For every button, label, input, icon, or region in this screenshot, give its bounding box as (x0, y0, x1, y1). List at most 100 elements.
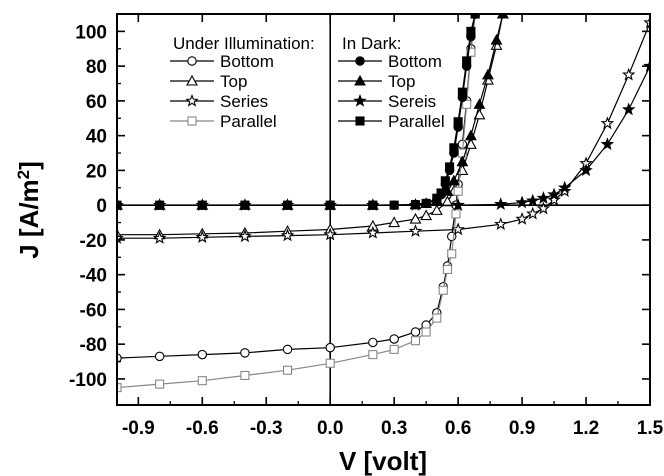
point-dark-sereis (451, 198, 465, 211)
legend-label-dark-sereis: Sereis (388, 92, 436, 111)
point-illum-top (409, 212, 422, 224)
point-illum-series (547, 192, 561, 206)
y-tick-label: -40 (80, 266, 107, 287)
legend-label-dark-top: Top (388, 72, 415, 91)
point-dark-parallel (453, 117, 463, 127)
legend-marker-illum-parallel (187, 116, 197, 126)
point-illum-parallel (283, 365, 293, 375)
point-illum-series (408, 224, 423, 237)
legend-marker-dark-sereis (353, 93, 367, 107)
y-tick-label: 0 (96, 196, 107, 217)
point-illum-top (490, 39, 503, 50)
point-illum-series (494, 217, 508, 230)
point-illum-series (600, 116, 615, 130)
x-tick-label: 1.2 (573, 418, 599, 439)
point-illum-bottom (240, 348, 250, 358)
point-illum-series (152, 231, 167, 244)
series-line-dark-parallel (117, 14, 476, 206)
x-tick-label: -0.6 (186, 418, 219, 439)
point-dark-sereis (600, 137, 615, 151)
point-illum-series (195, 230, 210, 244)
point-dark-parallel (197, 200, 207, 210)
y-tick-label: 100 (75, 22, 107, 43)
y-tick-label: -100 (69, 370, 107, 391)
legend-item-illum-top: Top (170, 72, 247, 91)
point-illum-parallel (432, 313, 442, 323)
point-illum-bottom (154, 351, 165, 362)
point-dark-parallel (283, 200, 293, 210)
point-dark-top (456, 155, 469, 167)
point-illum-top (430, 204, 443, 215)
y-axis-label: J [A/m2] (14, 161, 45, 259)
legend-title-illumination: Under Illumination: (173, 34, 315, 53)
point-illum-parallel (438, 285, 448, 295)
point-illum-parallel (462, 99, 472, 109)
point-dark-parallel (389, 200, 399, 210)
legend-marker-dark-bottom (355, 56, 365, 66)
x-tick-label: 0.0 (317, 418, 343, 439)
point-illum-series (280, 228, 295, 242)
legend-label-dark-parallel: Parallel (388, 112, 445, 131)
point-dark-top (490, 33, 503, 45)
point-illum-top (420, 209, 433, 221)
point-illum-series (323, 227, 337, 241)
point-illum-series (238, 229, 252, 243)
series-illum-series (117, 15, 650, 244)
plot-frame (116, 13, 651, 406)
point-illum-series (643, 15, 650, 29)
legend-label-dark-bottom: Bottom (388, 52, 442, 71)
point-dark-top (447, 174, 460, 186)
x-tick-label: 0.3 (381, 418, 407, 439)
point-illum-parallel (117, 383, 122, 393)
point-illum-bottom (410, 327, 421, 337)
legend-label-illum-parallel: Parallel (220, 112, 277, 131)
point-dark-parallel (240, 200, 250, 210)
x-tick-label: -0.9 (122, 418, 155, 439)
legend-marker-dark-top (354, 74, 366, 86)
point-illum-parallel (240, 370, 250, 381)
point-dark-parallel (440, 176, 450, 186)
legend-label-illum-series: Series (220, 92, 268, 111)
y-tick-label: 40 (86, 127, 107, 148)
point-dark-sereis (536, 191, 551, 204)
point-illum-parallel (453, 186, 463, 196)
y-tick-label: -20 (80, 231, 107, 252)
point-dark-parallel (368, 200, 378, 210)
point-illum-bottom (197, 349, 208, 360)
legend-marker-illum-series (185, 93, 199, 107)
x-tick-label: -0.3 (250, 418, 283, 439)
point-dark-parallel (457, 87, 467, 97)
point-dark-top (473, 98, 486, 109)
y-tick-label: 20 (86, 161, 107, 182)
point-illum-parallel (421, 327, 431, 337)
series-dark-parallel (117, 14, 480, 210)
point-illum-series (621, 67, 636, 81)
y-tick-label: -80 (80, 335, 107, 356)
point-dark-top (464, 129, 477, 141)
point-dark-parallel (462, 56, 472, 66)
point-dark-sereis (547, 187, 561, 201)
point-dark-sereis (526, 193, 540, 207)
point-dark-parallel (325, 200, 335, 210)
x-tick-label: 0.9 (509, 418, 535, 439)
x-tick-label: 0.6 (445, 418, 471, 439)
point-illum-series (536, 201, 551, 215)
legend-item-illum-parallel: Parallel (170, 112, 277, 131)
point-illum-bottom (368, 337, 378, 348)
point-illum-parallel (325, 358, 335, 368)
point-dark-parallel (470, 14, 480, 19)
legend-label-illum-top: Top (220, 72, 247, 91)
legend-item-dark-sereis: Sereis (338, 92, 436, 111)
point-illum-bottom (389, 334, 399, 344)
point-dark-parallel (466, 26, 476, 36)
point-illum-parallel (410, 336, 421, 346)
point-illum-series (366, 225, 380, 239)
point-dark-parallel (449, 143, 459, 153)
x-axis-label: V [volt] (339, 446, 427, 476)
point-dark-sereis (515, 195, 529, 209)
point-dark-parallel (410, 200, 421, 210)
point-illum-parallel (442, 264, 453, 275)
legend-item-dark-bottom: Bottom (338, 52, 442, 71)
legend-marker-dark-parallel (355, 116, 365, 126)
